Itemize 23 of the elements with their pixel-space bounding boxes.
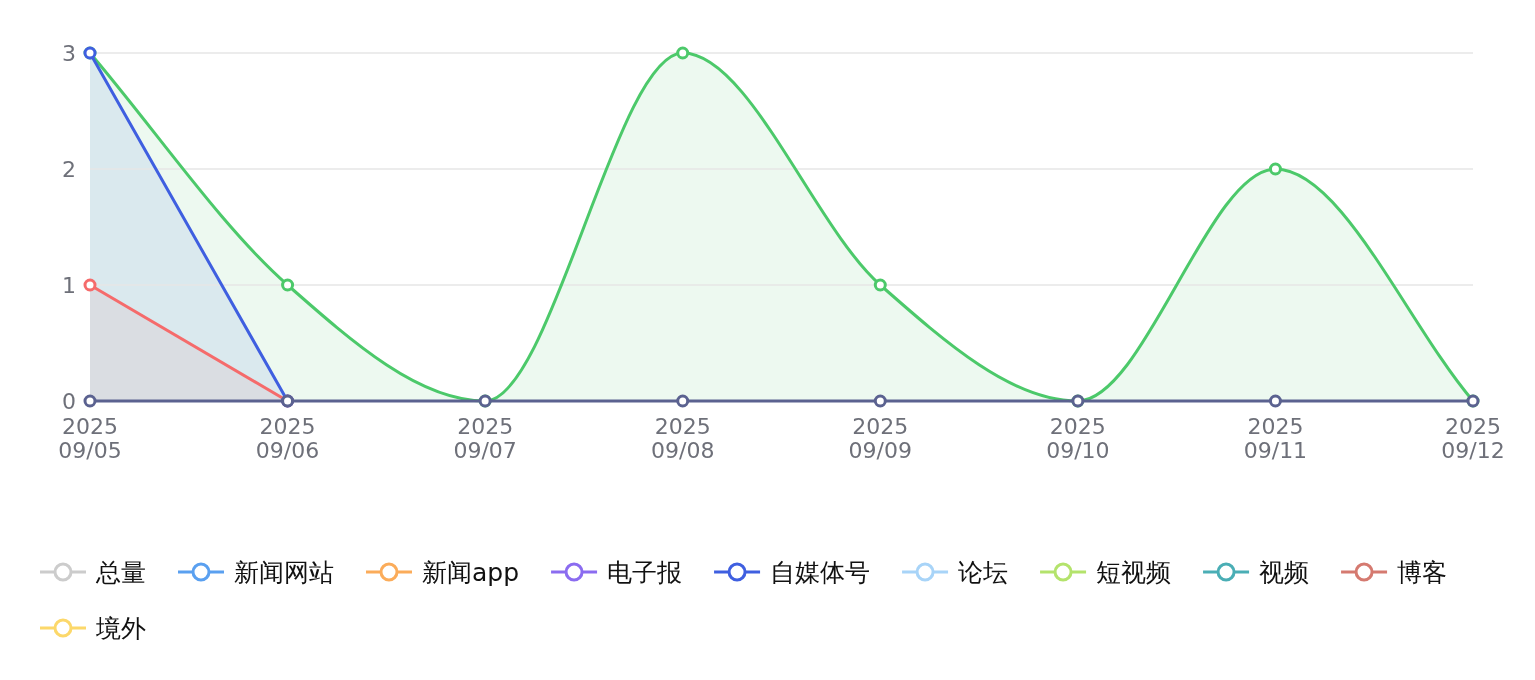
legend-label: 电子报 (607, 558, 683, 587)
legend-label: 论坛 (958, 558, 1009, 587)
y-tick-label: 1 (62, 273, 76, 298)
legend-label: 短视频 (1096, 558, 1172, 587)
x-tick-label: 2025 09/05 (58, 414, 122, 463)
legend-label: 自媒体号 (770, 558, 871, 587)
plot: 0 1 2 3 2025 09/05 2025 09/06 2025 09/07 2025 09/08 2025 09/09 2025 09/10 2025 09/11 2025 09/12 (58, 41, 1505, 463)
legend-label: 境外 (95, 614, 146, 643)
x-tick-label: 2025 09/11 (1243, 414, 1308, 463)
x-tick-label: 2025 09/08 (651, 414, 715, 463)
x-tick-label: 2025 09/06 (255, 414, 320, 463)
y-tick-label: 0 (62, 389, 76, 414)
legend-label: 新闻网站 (234, 558, 334, 587)
legend-label: 博客 (1397, 558, 1448, 587)
y-tick-label: 3 (62, 41, 76, 66)
legend-label: 新闻app (422, 558, 520, 587)
x-tick-label: 2025 09/10 (1046, 414, 1110, 463)
x-tick-label: 2025 09/12 (1441, 414, 1505, 463)
legend-label: 视频 (1259, 558, 1310, 587)
x-tick-label: 2025 09/07 (453, 414, 517, 463)
y-tick-label: 2 (62, 157, 76, 182)
legend-label: 总量 (95, 558, 146, 587)
x-tick-label: 2025 09/09 (848, 414, 912, 463)
